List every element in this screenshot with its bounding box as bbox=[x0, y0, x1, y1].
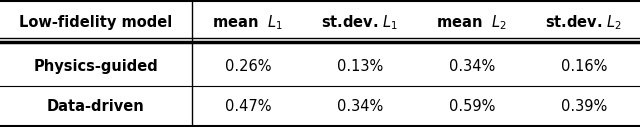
Text: mean  $L_2$: mean $L_2$ bbox=[436, 13, 508, 32]
Text: st.dev. $L_2$: st.dev. $L_2$ bbox=[545, 13, 623, 32]
Text: 0.26%: 0.26% bbox=[225, 59, 271, 74]
Text: Low-fidelity model: Low-fidelity model bbox=[19, 15, 173, 30]
Text: 0.34%: 0.34% bbox=[449, 59, 495, 74]
Text: 0.16%: 0.16% bbox=[561, 59, 607, 74]
Text: 0.13%: 0.13% bbox=[337, 59, 383, 74]
Text: 0.47%: 0.47% bbox=[225, 99, 271, 114]
Text: Data-driven: Data-driven bbox=[47, 99, 145, 114]
Text: 0.39%: 0.39% bbox=[561, 99, 607, 114]
Text: mean  $L_1$: mean $L_1$ bbox=[212, 13, 284, 32]
Text: Physics-guided: Physics-guided bbox=[34, 59, 158, 74]
Text: 0.59%: 0.59% bbox=[449, 99, 495, 114]
Text: st.dev. $L_1$: st.dev. $L_1$ bbox=[321, 13, 399, 32]
Text: 0.34%: 0.34% bbox=[337, 99, 383, 114]
